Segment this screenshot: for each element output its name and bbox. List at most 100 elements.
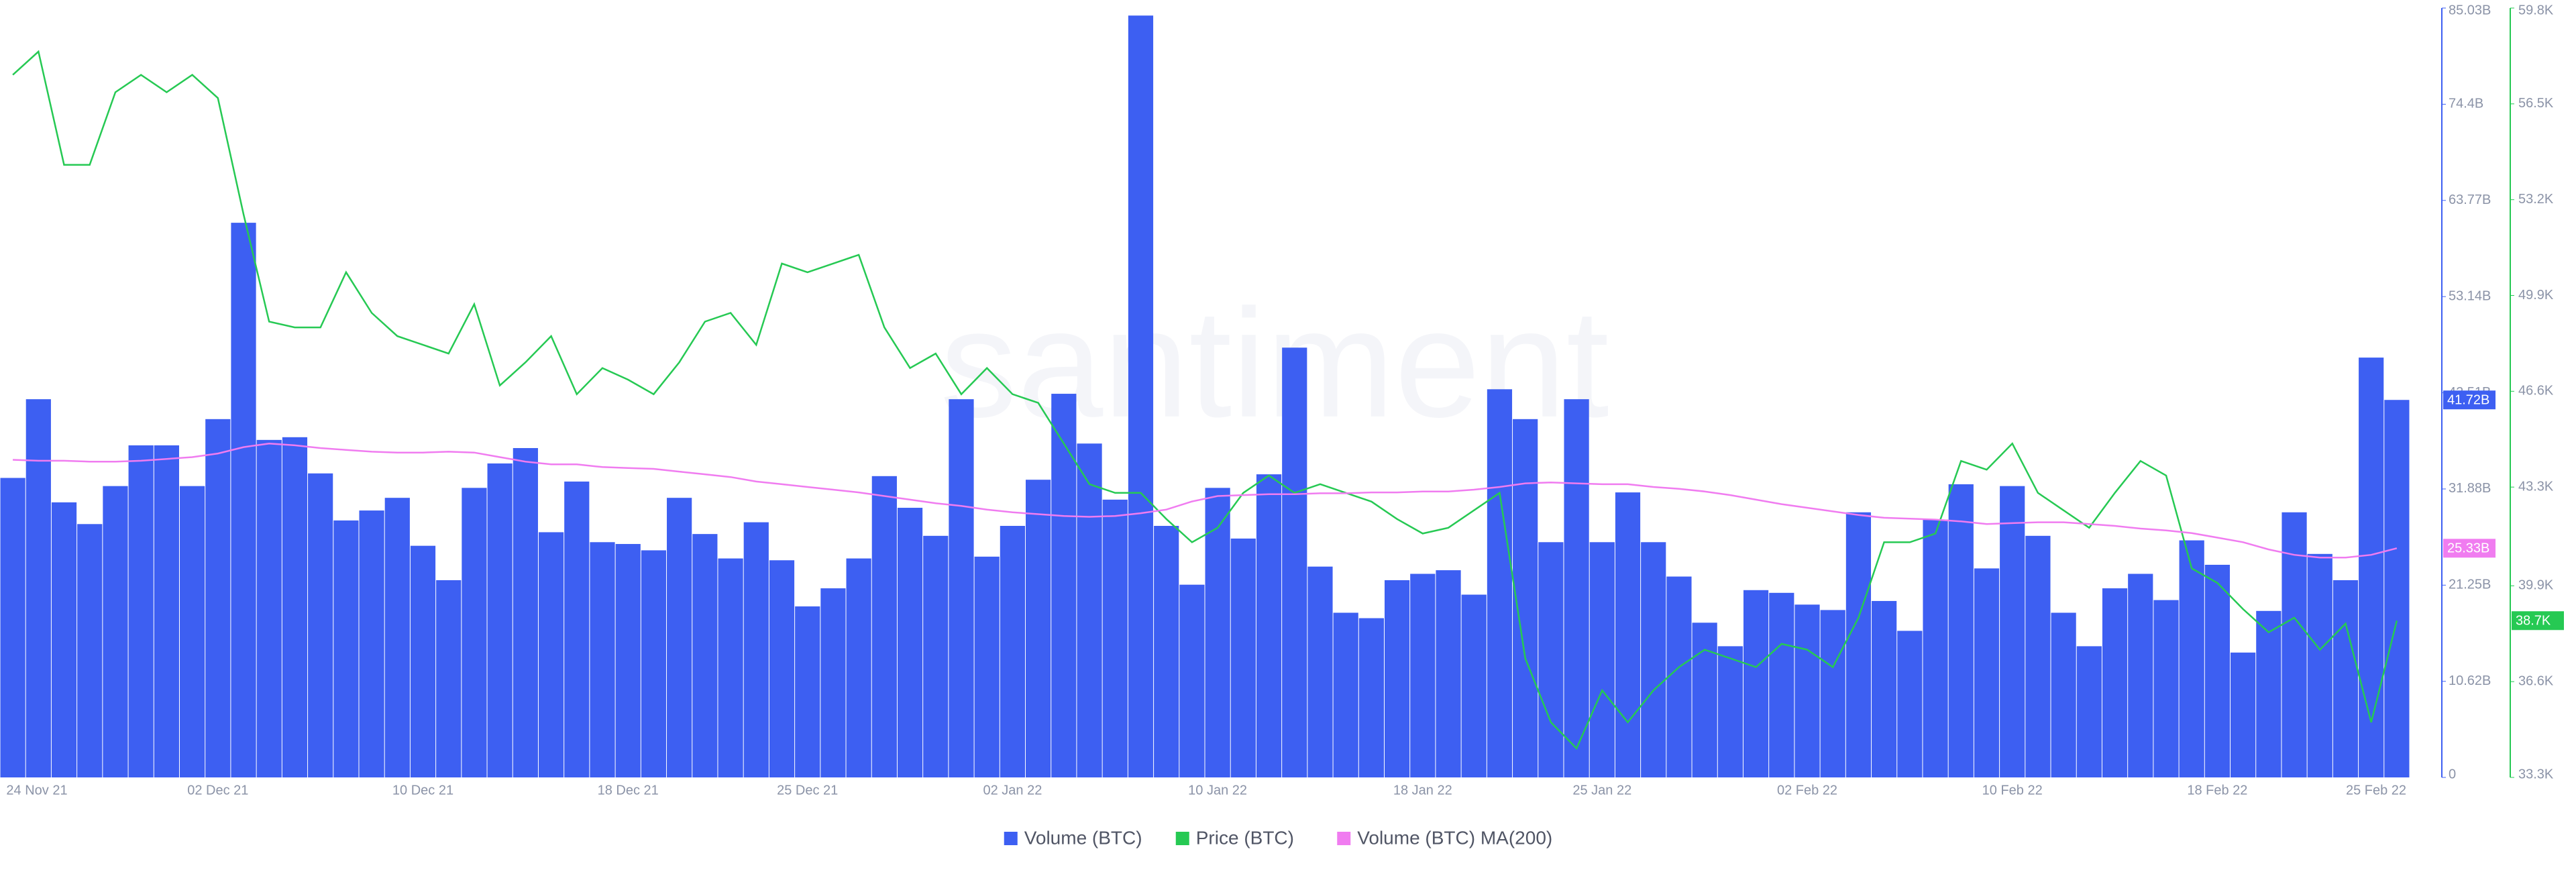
bar <box>1769 592 1794 777</box>
bar <box>1538 542 1564 777</box>
bar <box>2153 600 2179 777</box>
bar <box>1384 580 1410 777</box>
bar <box>1564 399 1589 777</box>
legend-swatch <box>1004 832 1018 845</box>
bar <box>2384 400 2410 777</box>
bar <box>25 399 51 777</box>
bar <box>2179 540 2204 777</box>
bar <box>282 437 308 777</box>
x-tick-label: 10 Feb 22 <box>1982 783 2043 798</box>
bar <box>1154 525 1179 777</box>
x-tick-label: 18 Dec 21 <box>598 783 659 798</box>
bar <box>1307 566 1333 777</box>
bar <box>2231 652 2256 777</box>
bar <box>103 486 128 777</box>
x-tick-label: 25 Feb 22 <box>2346 783 2406 798</box>
bar <box>564 481 590 777</box>
bar <box>897 508 923 777</box>
bar <box>51 502 77 777</box>
last-value-tag <box>2443 390 2496 410</box>
x-tick-label: 24 Nov 21 <box>6 783 67 798</box>
bar <box>2204 565 2231 777</box>
bar <box>1179 584 1205 777</box>
last-value-label: 25.33B <box>2447 541 2489 556</box>
y2-tick-label: 56.5K <box>2518 96 2554 111</box>
bar <box>1102 499 1128 777</box>
bar <box>692 534 718 777</box>
bar <box>949 399 974 777</box>
x-tick-label: 25 Jan 22 <box>1572 783 1631 798</box>
bar <box>1410 574 1436 777</box>
bar <box>1051 394 1077 777</box>
last-value-tag <box>2512 611 2564 631</box>
bar <box>1897 631 1923 777</box>
bar <box>1845 512 1872 777</box>
bar <box>1436 570 1461 777</box>
bar <box>2282 512 2307 777</box>
y2-tick-label: 53.2K <box>2518 192 2554 207</box>
x-tick-label: 10 Jan 22 <box>1188 783 1247 798</box>
bar <box>179 486 205 777</box>
bar <box>359 510 384 777</box>
bar <box>871 476 897 777</box>
bar <box>538 532 564 777</box>
x-tick-label: 18 Feb 22 <box>2187 783 2247 798</box>
bar <box>795 606 820 777</box>
bar <box>1513 419 1538 777</box>
bar <box>1589 542 1615 777</box>
y-tick-label: 21.25B <box>2449 578 2491 592</box>
x-tick-label: 02 Jan 22 <box>983 783 1042 798</box>
bar <box>615 543 641 777</box>
y-tick-label: 0 <box>2449 767 2456 781</box>
bar <box>128 445 154 777</box>
bar <box>641 550 667 777</box>
bar <box>923 535 949 777</box>
bar <box>667 498 692 777</box>
bar <box>1743 590 1769 777</box>
bar <box>0 478 25 777</box>
legend-label: Volume (BTC) <box>1024 827 1142 848</box>
bar <box>718 558 743 777</box>
y2-tick-label: 36.6K <box>2518 673 2554 688</box>
bar <box>77 524 103 777</box>
x-tick-label: 10 Dec 21 <box>392 783 453 798</box>
legend-swatch <box>1175 832 1189 845</box>
bar <box>2000 486 2025 777</box>
bar <box>154 445 179 777</box>
bar <box>487 463 513 777</box>
bar <box>1358 618 1384 777</box>
y2-tick-label: 43.3K <box>2518 479 2554 494</box>
bar <box>1923 519 1948 777</box>
legend-label: Price (BTC) <box>1196 827 1294 848</box>
bar <box>846 558 871 777</box>
bar <box>2359 358 2384 777</box>
line <box>13 442 2398 559</box>
y-tick-label: 74.4B <box>2449 97 2483 111</box>
bar <box>1820 610 1845 777</box>
legend-label: Volume (BTC) MA(200) <box>1357 827 1552 848</box>
last-value-label: 38.7K <box>2516 614 2551 629</box>
bar <box>1641 542 1666 777</box>
bar <box>1487 389 1513 777</box>
bar <box>410 545 436 777</box>
bar <box>2256 610 2282 777</box>
x-tick-label: 25 Dec 21 <box>777 783 838 798</box>
bar <box>256 439 282 777</box>
bar <box>1128 15 1154 777</box>
bar <box>1461 594 1487 777</box>
x-tick-label: 18 Jan 22 <box>1393 783 1452 798</box>
bar <box>1205 488 1230 777</box>
bar <box>2025 535 2051 777</box>
bar <box>974 556 1000 777</box>
bar <box>436 580 462 777</box>
bar <box>308 473 333 777</box>
bar <box>1077 443 1102 777</box>
bar <box>333 520 359 777</box>
bar <box>384 498 410 777</box>
bar <box>1794 604 1820 777</box>
bar <box>1692 622 1717 777</box>
bar <box>2307 553 2332 777</box>
bar <box>2051 612 2076 777</box>
last-value-label: 41.72B <box>2447 393 2489 408</box>
